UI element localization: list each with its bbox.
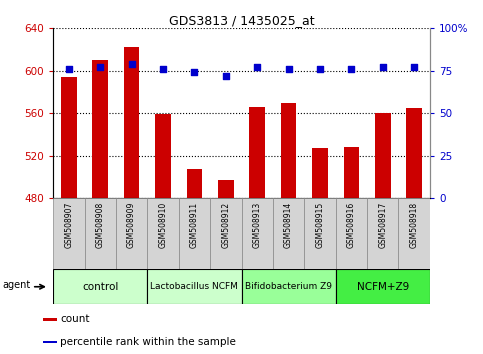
Text: GSM508912: GSM508912: [221, 202, 230, 248]
Bar: [92, 60, 108, 198]
Point: [65, 66, 73, 72]
Bar: [336, 269, 430, 304]
Text: NCFM+Z9: NCFM+Z9: [356, 282, 409, 292]
Bar: [273, 198, 304, 269]
Title: GDS3813 / 1435025_at: GDS3813 / 1435025_at: [169, 14, 314, 27]
Point: [285, 66, 293, 72]
Bar: [210, 198, 242, 269]
Text: GSM508907: GSM508907: [64, 202, 73, 248]
Bar: [43, 341, 57, 343]
Text: GSM508918: GSM508918: [410, 202, 419, 248]
Bar: [43, 318, 57, 321]
Bar: [398, 198, 430, 269]
Text: GSM508911: GSM508911: [190, 202, 199, 248]
Text: GSM508908: GSM508908: [96, 202, 105, 248]
Bar: [186, 169, 202, 198]
Text: agent: agent: [3, 280, 31, 290]
Bar: [242, 269, 336, 304]
Text: GSM508916: GSM508916: [347, 202, 356, 248]
Bar: [375, 113, 391, 198]
Bar: [367, 198, 398, 269]
Point: [128, 61, 135, 67]
Bar: [116, 198, 147, 269]
Bar: [304, 198, 336, 269]
Text: GSM508910: GSM508910: [158, 202, 168, 248]
Point: [379, 64, 387, 70]
Point: [222, 73, 230, 79]
Bar: [53, 198, 85, 269]
Point: [191, 70, 199, 75]
Bar: [242, 198, 273, 269]
Bar: [336, 198, 367, 269]
Bar: [312, 148, 328, 198]
Text: GSM508917: GSM508917: [378, 202, 387, 248]
Bar: [147, 198, 179, 269]
Text: count: count: [60, 314, 90, 324]
Bar: [85, 198, 116, 269]
Point: [97, 64, 104, 70]
Text: Bifidobacterium Z9: Bifidobacterium Z9: [245, 282, 332, 291]
Bar: [124, 47, 140, 198]
Bar: [281, 103, 297, 198]
Bar: [218, 180, 234, 198]
Point: [159, 66, 167, 72]
Bar: [155, 114, 171, 198]
Text: control: control: [82, 282, 118, 292]
Text: GSM508909: GSM508909: [127, 202, 136, 248]
Bar: [249, 107, 265, 198]
Bar: [179, 198, 210, 269]
Point: [316, 66, 324, 72]
Text: GSM508915: GSM508915: [315, 202, 325, 248]
Text: Lactobacillus NCFM: Lactobacillus NCFM: [151, 282, 238, 291]
Text: percentile rank within the sample: percentile rank within the sample: [60, 337, 236, 347]
Point: [253, 64, 261, 70]
Bar: [61, 77, 77, 198]
Text: GSM508913: GSM508913: [253, 202, 262, 248]
Bar: [53, 269, 147, 304]
Point: [411, 64, 418, 70]
Bar: [147, 269, 242, 304]
Bar: [406, 108, 422, 198]
Point: [348, 66, 355, 72]
Bar: [343, 147, 359, 198]
Text: GSM508914: GSM508914: [284, 202, 293, 248]
